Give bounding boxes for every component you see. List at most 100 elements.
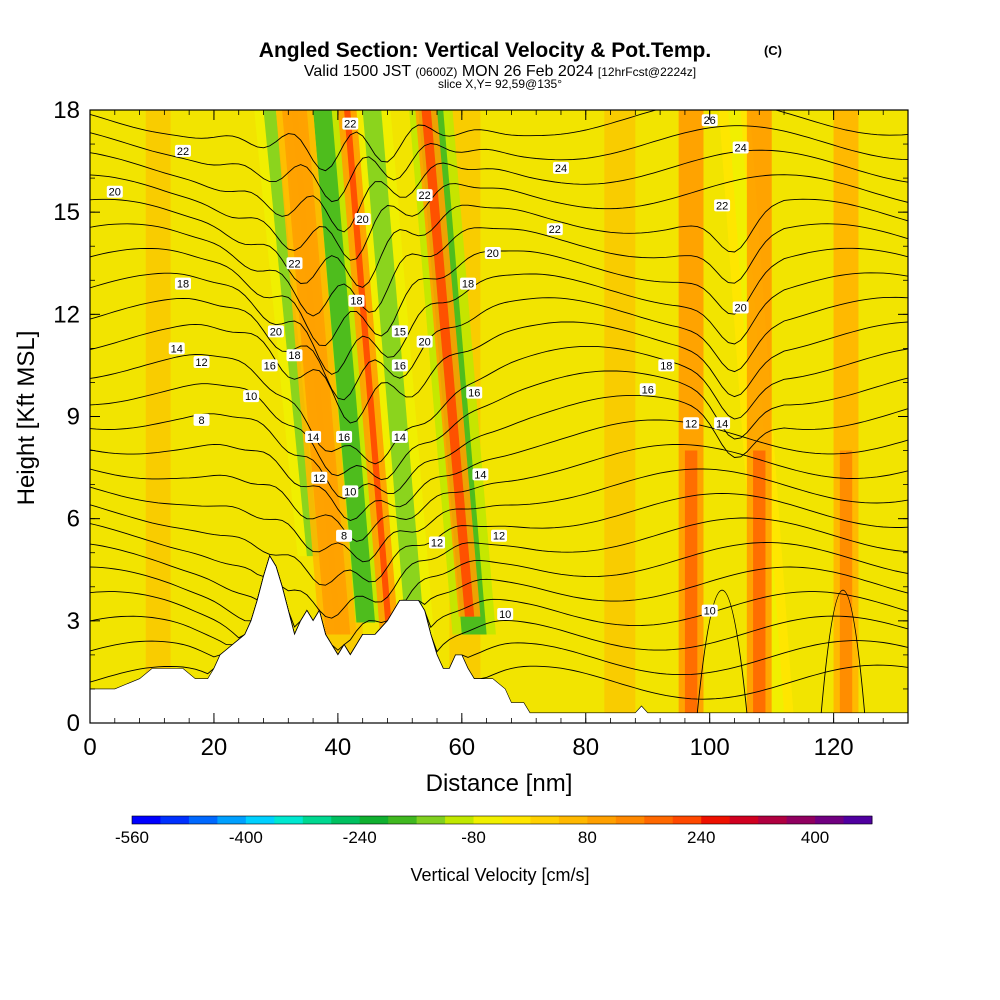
isotherm-line [90, 555, 908, 656]
svg-text:18: 18 [177, 279, 189, 291]
contour-label: 20 [484, 247, 501, 260]
colorbar-swatch [245, 816, 275, 824]
colorbar-swatch [502, 816, 531, 824]
isotherm-line [90, 542, 908, 651]
contour-label: 18 [658, 359, 675, 372]
isotherm-line [90, 272, 908, 375]
contour-label: 20 [732, 301, 749, 315]
svg-text:15: 15 [394, 326, 406, 338]
contour-label: 22 [342, 117, 359, 131]
colorbar-label: Vertical Velocity [cm/s] [410, 865, 589, 885]
contour-label: 12 [429, 536, 446, 550]
contour-label: 22 [714, 199, 731, 212]
contour-label: 16 [261, 359, 278, 372]
contour-label: 18 [286, 349, 303, 362]
svg-text:16: 16 [338, 432, 350, 444]
svg-text:12: 12 [431, 538, 443, 550]
svg-text:18: 18 [660, 360, 672, 372]
y-tick-label: 18 [53, 97, 80, 124]
isotherm-line [820, 590, 866, 713]
x-tick-label: 20 [201, 734, 228, 761]
contour-label: 16 [466, 386, 483, 400]
updraft-band [753, 450, 766, 713]
svg-text:12: 12 [493, 531, 505, 543]
svg-text:10: 10 [704, 606, 716, 618]
colorbar [131, 815, 873, 825]
colorbar-swatch [274, 816, 304, 824]
plot-area: 22 22 20 26 24 24 22 20 22 22 20 22 18 18 18 20 20 15 20 14… [90, 110, 908, 723]
contour-label: 22 [286, 257, 303, 270]
contour-label: 20 [106, 185, 123, 199]
x-tick-label: 120 [814, 734, 854, 761]
contour-label: 22 [174, 144, 191, 158]
x-tick-label: 100 [690, 734, 730, 761]
contour-label: 8 [193, 413, 210, 427]
x-tick-label: 60 [448, 734, 475, 761]
updraft-band [282, 110, 351, 635]
svg-text:14: 14 [394, 432, 406, 444]
colorbar-swatch [473, 816, 503, 824]
svg-text:16: 16 [264, 360, 276, 372]
colorbar-swatch [644, 816, 674, 824]
updraft-band [839, 450, 853, 713]
colorbar-swatch [587, 816, 617, 824]
svg-text:22: 22 [288, 258, 300, 270]
y-tick-label: 6 [67, 506, 80, 533]
svg-text:20: 20 [487, 248, 499, 260]
isotherm-line [90, 394, 908, 500]
chart-title: Angled Section: Vertical Velocity & Pot.… [259, 39, 711, 62]
contour-label: 22 [416, 189, 433, 202]
isotherm-line [90, 493, 908, 586]
colorbar-swatch [843, 816, 873, 824]
svg-text:22: 22 [716, 200, 728, 212]
svg-text:8: 8 [198, 415, 204, 427]
isotherm-line [90, 517, 908, 619]
isotherm-line [90, 468, 908, 563]
y-axis-label: Height [Kft MSL] [13, 331, 40, 506]
contour-label: 8 [336, 529, 353, 543]
contour-label: 10 [243, 390, 260, 403]
svg-text:18: 18 [288, 350, 300, 362]
updraft-band [684, 450, 698, 713]
isotherm-line [90, 110, 908, 172]
colorbar-swatch [160, 816, 190, 824]
svg-text:20: 20 [735, 303, 747, 315]
y-tick-label: 15 [53, 199, 80, 226]
colorbar-swatch [758, 816, 788, 824]
contour-label: 14 [472, 468, 489, 481]
svg-text:16: 16 [468, 388, 480, 400]
colorbar-tick-label: -240 [343, 828, 377, 847]
contour-label: 16 [336, 430, 353, 444]
x-axis: 0 20 40 60 80 100 120 [83, 110, 909, 761]
colorbar-ticks: -560 -400 -240 -80 80 240 400 [115, 828, 829, 847]
svg-text:24: 24 [735, 142, 747, 154]
colorbar-swatch [530, 816, 560, 824]
svg-text:22: 22 [177, 146, 189, 158]
colorbar-swatch [445, 816, 475, 824]
subtitle-valid: Valid 1500 JST [304, 63, 412, 80]
contour-label: 24 [552, 161, 569, 175]
colorbar-tick-label: 240 [687, 828, 715, 847]
contour-label: 14 [391, 430, 408, 444]
contour-label: 18 [174, 277, 191, 291]
isotherm-line [90, 345, 908, 465]
isotherm-line [90, 555, 908, 656]
svg-text:18: 18 [462, 279, 474, 291]
svg-text:26: 26 [704, 115, 716, 127]
contour-label: 15 [391, 325, 408, 338]
chart-title-units: (C) [764, 43, 782, 58]
svg-text:10: 10 [245, 391, 257, 403]
isotherm-line [90, 321, 908, 424]
colorbar-swatch [615, 816, 645, 824]
svg-text:20: 20 [419, 337, 431, 349]
svg-text:24: 24 [555, 163, 567, 175]
isotherm-line [90, 555, 908, 656]
y-axis: 0 3 6 9 12 15 18 [53, 97, 908, 737]
svg-text:8: 8 [341, 531, 347, 543]
colorbar-swatch [217, 816, 247, 824]
svg-text:16: 16 [394, 360, 406, 372]
svg-text:18: 18 [350, 296, 362, 308]
svg-text:22: 22 [419, 190, 431, 202]
svg-text:22: 22 [549, 224, 561, 236]
svg-text:10: 10 [344, 486, 356, 498]
